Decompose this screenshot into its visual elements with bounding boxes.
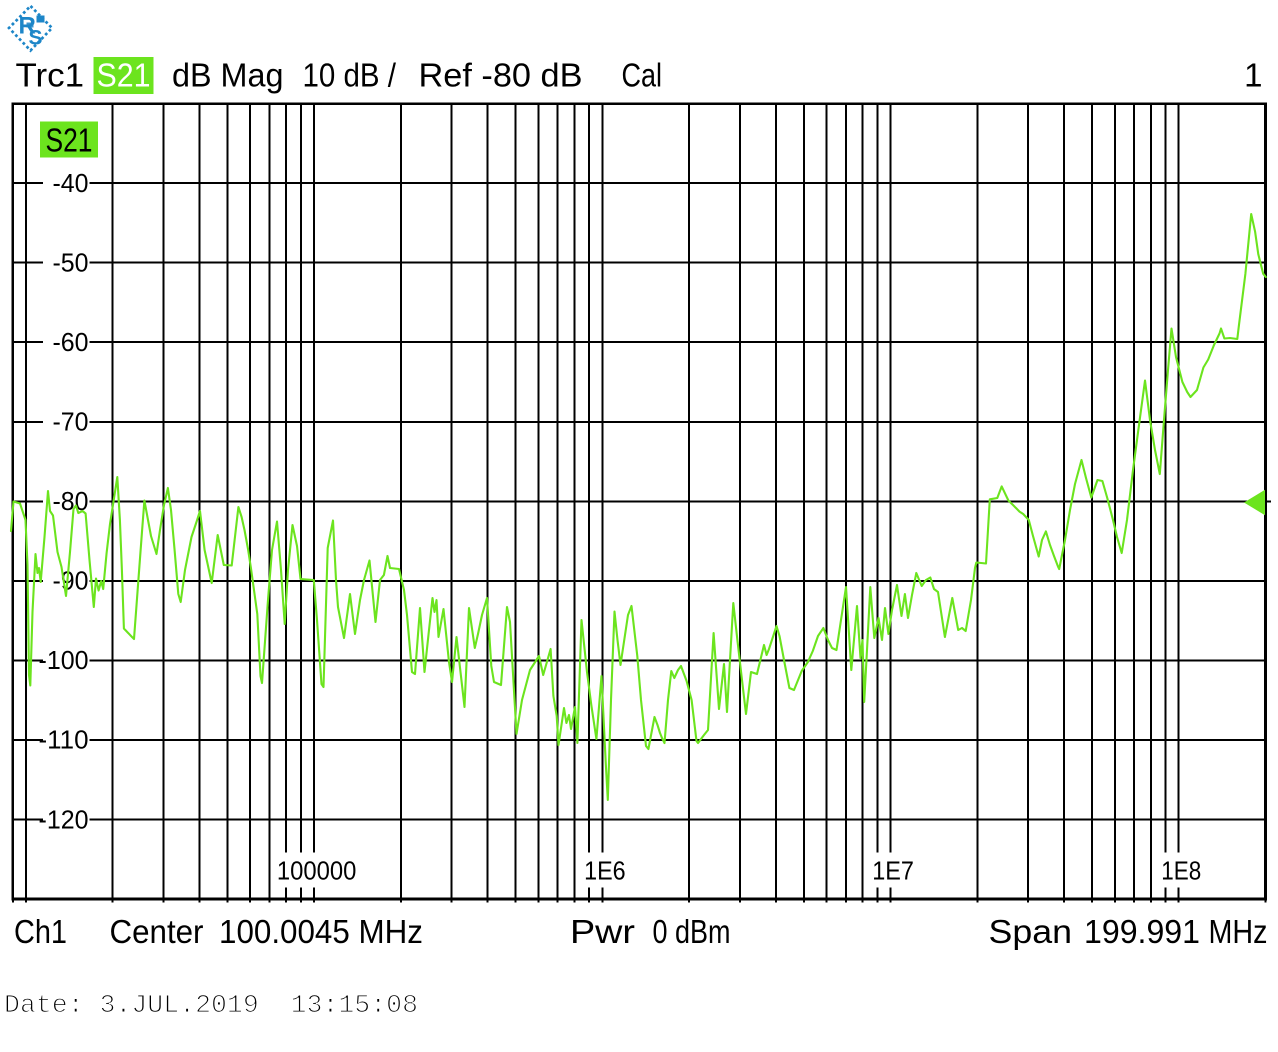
svg-text:-90: -90 (53, 568, 89, 596)
svg-text:1E8: 1E8 (1161, 858, 1201, 886)
svg-text:Pwr: Pwr (570, 913, 635, 950)
svg-text:Ch1: Ch1 (14, 913, 67, 950)
svg-text:-120: -120 (39, 806, 89, 834)
svg-text:Center: Center (110, 913, 204, 950)
svg-text:dB Mag: dB Mag (172, 57, 284, 94)
svg-text:S21: S21 (46, 122, 93, 159)
svg-text:-60: -60 (53, 329, 89, 357)
svg-text:Trc1: Trc1 (16, 57, 85, 94)
svg-text:100000: 100000 (277, 858, 357, 886)
svg-text:-40: -40 (53, 170, 89, 198)
svg-text:S: S (29, 27, 43, 50)
svg-text:-110: -110 (39, 727, 89, 755)
svg-text:S21: S21 (97, 57, 151, 94)
svg-text:Ref -80 dB: Ref -80 dB (419, 57, 583, 94)
svg-text:100.0045 MHz: 100.0045 MHz (219, 913, 423, 950)
svg-text:-100: -100 (39, 647, 89, 675)
svg-text:Span: Span (989, 913, 1073, 950)
svg-text:0 dBm: 0 dBm (653, 913, 731, 950)
svg-text:Cal: Cal (622, 57, 663, 94)
svg-text:199.991: 199.991 (1084, 913, 1200, 950)
svg-text:1: 1 (1244, 57, 1262, 94)
svg-text:10 dB /: 10 dB / (303, 57, 397, 94)
svg-text:-50: -50 (53, 249, 89, 277)
svg-text:MHz: MHz (1209, 913, 1268, 950)
svg-text:Date: 3.JUL.2019 13:15:08: Date: 3.JUL.2019 13:15:08 (4, 990, 418, 1020)
svg-text:1E7: 1E7 (872, 858, 914, 886)
svg-text:-70: -70 (53, 409, 89, 437)
svg-text:1E6: 1E6 (584, 858, 626, 886)
